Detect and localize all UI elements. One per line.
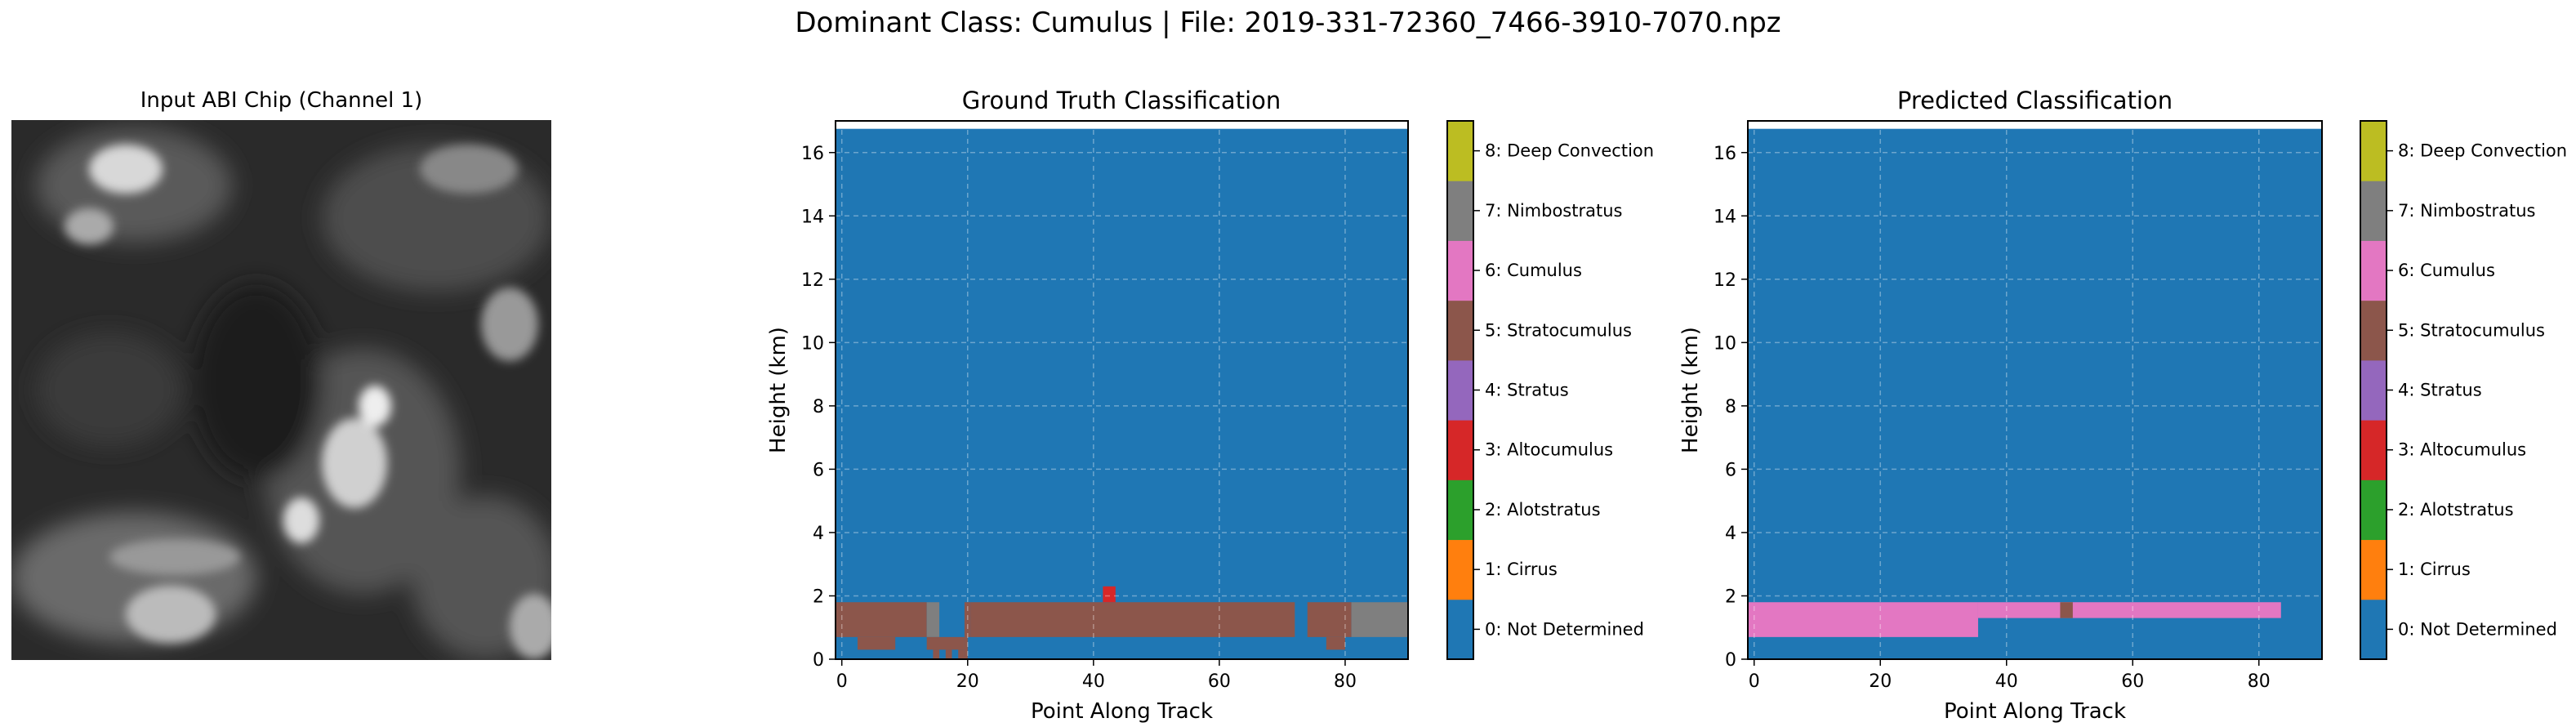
y-axis-label: Height (km) — [1678, 327, 1703, 453]
colorbar-segment — [2360, 121, 2387, 181]
colorbar-label: 3: Altocumulus — [2398, 440, 2526, 460]
heatmap-cell — [1103, 586, 1116, 603]
y-tick-label: 16 — [1714, 144, 1736, 164]
colorbar-segment — [2360, 539, 2387, 600]
colorbar-label: 8: Deep Convection — [1485, 141, 1654, 161]
x-tick-label: 80 — [2248, 671, 2271, 692]
heatmap-cell — [926, 636, 965, 650]
colorbar-segment — [1447, 420, 1473, 480]
colorbar-frame — [1446, 120, 1474, 660]
heatmap-cell — [1326, 636, 1345, 650]
colorbar-segment — [1447, 359, 1473, 421]
axes-frame — [835, 120, 1409, 660]
colorbar-segment — [2360, 181, 2387, 241]
colorbar-label: 5: Stratocumulus — [1485, 320, 1632, 340]
predicted-title: Predicted Classification — [1896, 87, 2173, 114]
y-tick-label: 12 — [801, 270, 824, 291]
x-tick-label: 20 — [956, 671, 979, 692]
heatmap-background — [836, 128, 1408, 660]
y-tick-label: 4 — [1725, 524, 1736, 544]
colorbar-segment — [2360, 300, 2387, 361]
heatmap-cell — [836, 602, 927, 637]
colorbar-label: 3: Altocumulus — [1485, 440, 1613, 460]
x-tick-label: 60 — [1208, 671, 1231, 692]
colorbar-segment — [1447, 181, 1473, 241]
heatmap-cell — [964, 618, 971, 637]
y-tick-label: 14 — [1714, 207, 1736, 227]
colorbar-segment — [1447, 240, 1473, 301]
y-tick-label: 10 — [1714, 333, 1736, 354]
heatmap-cell — [926, 602, 940, 637]
y-tick-label: 0 — [813, 650, 824, 671]
y-tick-label: 8 — [813, 397, 824, 417]
heatmap-cell — [970, 602, 1295, 637]
colorbar-segment — [2360, 420, 2387, 480]
y-tick-label: 2 — [813, 587, 824, 607]
y-tick-label: 0 — [1725, 650, 1736, 671]
heatmap-cell — [1307, 602, 1352, 637]
ground-truth-title: Ground Truth Classification — [961, 87, 1281, 114]
x-tick-label: 0 — [1749, 671, 1760, 692]
colorbar-label: 7: Nimbostratus — [2398, 201, 2535, 221]
colorbar-segment — [2360, 359, 2387, 421]
x-tick-label: 60 — [2121, 671, 2144, 692]
colorbar-label: 0: Not Determined — [1485, 619, 1644, 639]
colorbar-segment — [2360, 479, 2387, 541]
x-axis-label: Point Along Track — [1031, 699, 1213, 724]
heatmap-cell — [945, 649, 952, 659]
abi-chip-image — [11, 120, 551, 660]
colorbar-segment — [2360, 599, 2387, 660]
heatmap-cell — [958, 649, 965, 659]
colorbar-label: 2: Alotstratus — [1485, 500, 1601, 520]
colorbar-label: 8: Deep Convection — [2398, 141, 2567, 161]
colorbar-label: 0: Not Determined — [2398, 619, 2557, 639]
heatmap-cell — [1351, 602, 1408, 637]
y-tick-label: 8 — [1725, 397, 1736, 417]
x-tick-label: 40 — [1995, 671, 2018, 692]
heatmap-cell — [933, 649, 940, 659]
colorbar-segment — [1447, 300, 1473, 361]
y-tick-label: 2 — [1725, 587, 1736, 607]
colorbar-label: 1: Cirrus — [2398, 560, 2471, 579]
y-tick-label: 14 — [801, 207, 824, 227]
colorbar-frame — [2360, 120, 2387, 660]
heatmap-cell — [964, 602, 971, 618]
colorbar-label: 7: Nimbostratus — [1485, 201, 1622, 221]
heatmap-cell — [1977, 602, 2281, 618]
x-tick-label: 80 — [1334, 671, 1357, 692]
y-tick-label: 6 — [813, 460, 824, 480]
y-tick-label: 12 — [1714, 270, 1736, 291]
input-panel-title: Input ABI Chip (Channel 1) — [140, 88, 423, 113]
x-axis-label: Point Along Track — [1944, 699, 2126, 724]
colorbar-label: 4: Stratus — [1485, 381, 1569, 400]
colorbar-segment — [1447, 479, 1473, 541]
heatmap-cell — [964, 636, 968, 659]
heatmap-cell — [1748, 602, 1978, 637]
x-tick-label: 0 — [836, 671, 848, 692]
colorbar-label: 4: Stratus — [2398, 381, 2482, 400]
x-tick-label: 40 — [1082, 671, 1105, 692]
colorbar-label: 6: Cumulus — [1485, 261, 1582, 280]
y-axis-label: Height (km) — [766, 327, 791, 453]
colorbar-segment — [1447, 121, 1473, 181]
colorbar-segment — [1447, 539, 1473, 600]
axes-frame — [1747, 120, 2323, 660]
heatmap-background — [1748, 128, 2322, 660]
figure-title: Dominant Class: Cumulus | File: 2019-331… — [795, 7, 1781, 39]
y-tick-label: 6 — [1725, 460, 1736, 480]
colorbar-label: 2: Alotstratus — [2398, 500, 2514, 520]
colorbar-label: 5: Stratocumulus — [2398, 320, 2545, 340]
colorbar-segment — [1447, 599, 1473, 660]
x-tick-label: 20 — [1869, 671, 1892, 692]
y-tick-label: 4 — [813, 524, 824, 544]
heatmap-cell — [857, 636, 896, 650]
heatmap-cell — [2060, 602, 2073, 618]
colorbar-segment — [2360, 240, 2387, 301]
y-tick-label: 10 — [801, 333, 824, 354]
y-tick-label: 16 — [801, 144, 824, 164]
colorbar-label: 1: Cirrus — [1485, 560, 1558, 579]
colorbar-label: 6: Cumulus — [2398, 261, 2495, 280]
